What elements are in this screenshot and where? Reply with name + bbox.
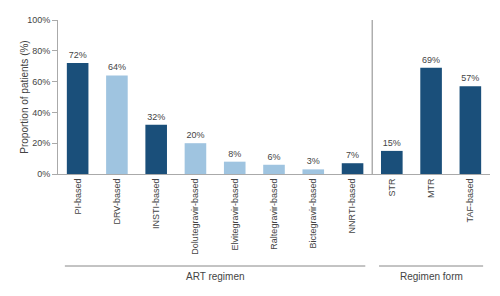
svg-text:DRV-based: DRV-based bbox=[112, 179, 122, 225]
svg-text:100%: 100% bbox=[27, 15, 50, 25]
svg-text:0%: 0% bbox=[37, 169, 50, 179]
svg-text:Proportion of patients (%): Proportion of patients (%) bbox=[19, 40, 30, 153]
svg-text:57%: 57% bbox=[461, 73, 479, 83]
svg-text:64%: 64% bbox=[108, 62, 126, 72]
svg-text:STR: STR bbox=[387, 178, 397, 197]
svg-text:PI-based: PI-based bbox=[73, 179, 83, 215]
svg-text:60%: 60% bbox=[32, 77, 50, 87]
svg-text:Dolutegravir-based: Dolutegravir-based bbox=[190, 179, 200, 255]
svg-text:6%: 6% bbox=[267, 152, 280, 162]
svg-text:Regimen form: Regimen form bbox=[400, 271, 463, 282]
svg-text:15%: 15% bbox=[383, 138, 401, 148]
svg-text:20%: 20% bbox=[32, 138, 50, 148]
svg-text:72%: 72% bbox=[69, 50, 87, 60]
svg-text:Bictegravir-based: Bictegravir-based bbox=[308, 179, 318, 249]
svg-text:ART regimen: ART regimen bbox=[186, 271, 245, 282]
svg-text:INSTI-based: INSTI-based bbox=[151, 179, 161, 230]
svg-text:Raltegravir-based: Raltegravir-based bbox=[269, 179, 279, 250]
svg-text:32%: 32% bbox=[147, 112, 165, 122]
svg-text:TAF-based: TAF-based bbox=[465, 179, 475, 223]
svg-text:40%: 40% bbox=[32, 108, 50, 118]
svg-text:7%: 7% bbox=[346, 150, 359, 160]
svg-text:20%: 20% bbox=[186, 130, 204, 140]
svg-text:8%: 8% bbox=[228, 149, 241, 159]
svg-text:MTR: MTR bbox=[426, 178, 436, 198]
svg-text:Elvitegravir-based: Elvitegravir-based bbox=[230, 179, 240, 251]
svg-text:69%: 69% bbox=[422, 55, 440, 65]
svg-text:80%: 80% bbox=[32, 46, 50, 56]
svg-text:NNRTI-based: NNRTI-based bbox=[347, 179, 357, 234]
svg-text:3%: 3% bbox=[307, 156, 320, 166]
